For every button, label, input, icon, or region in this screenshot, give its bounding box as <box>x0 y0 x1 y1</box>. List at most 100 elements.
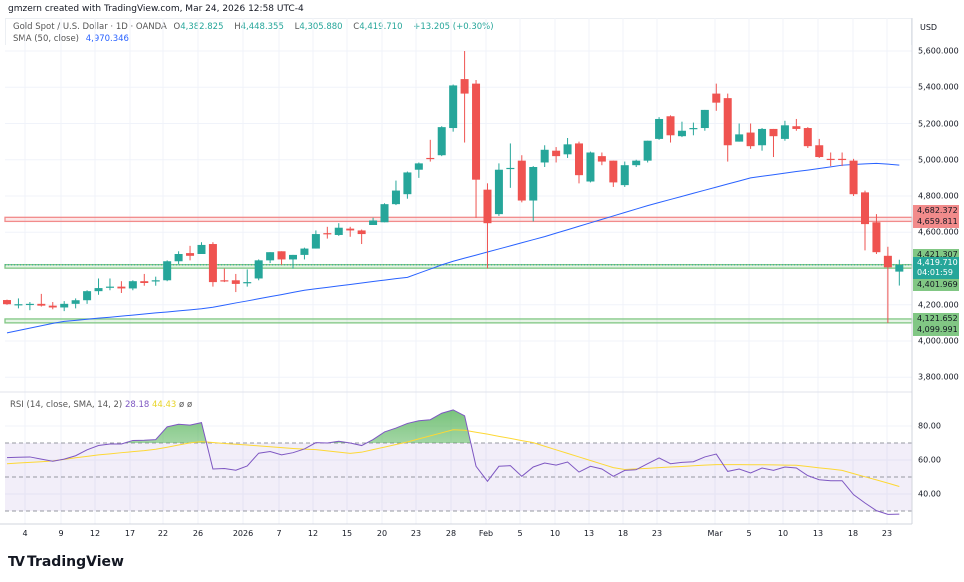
candle[interactable] <box>780 120 789 141</box>
candle[interactable] <box>117 281 126 293</box>
candle[interactable] <box>529 166 538 222</box>
candle[interactable] <box>220 268 229 283</box>
candle[interactable] <box>506 143 515 188</box>
candle[interactable] <box>300 247 309 260</box>
candle[interactable] <box>437 126 446 157</box>
candle[interactable] <box>815 138 824 158</box>
candle[interactable] <box>472 80 481 218</box>
candle[interactable] <box>483 183 492 269</box>
candle[interactable] <box>94 278 103 295</box>
candle[interactable] <box>105 278 114 291</box>
candle[interactable] <box>666 115 675 143</box>
candle[interactable] <box>792 118 801 131</box>
candle[interactable] <box>758 128 767 151</box>
candle[interactable] <box>163 260 172 282</box>
candle[interactable] <box>140 273 149 286</box>
candle[interactable] <box>735 123 744 142</box>
candle[interactable] <box>289 254 297 269</box>
time-axis-label: Feb <box>478 529 494 538</box>
candle[interactable] <box>769 128 778 158</box>
candle[interactable] <box>803 127 812 148</box>
time-axis-label: 13 <box>812 529 824 538</box>
candle[interactable] <box>174 251 183 264</box>
candle-body <box>323 233 332 235</box>
candle[interactable] <box>861 190 869 251</box>
candle[interactable] <box>3 299 11 305</box>
price-axis-label: 4,800.000 <box>918 191 959 201</box>
candle[interactable] <box>849 158 858 196</box>
candle[interactable] <box>346 226 355 237</box>
currency-label[interactable]: USD <box>920 23 938 32</box>
sma-legend-row[interactable]: SMA (50, close) 4,970.346 <box>13 34 133 44</box>
candle[interactable] <box>883 246 892 323</box>
candle[interactable] <box>357 229 366 245</box>
tradingview-logo[interactable]: TV TradingView <box>8 554 124 570</box>
candle[interactable] <box>128 280 137 291</box>
candle[interactable] <box>151 276 160 286</box>
candle[interactable] <box>277 251 286 265</box>
candle[interactable] <box>712 83 721 111</box>
candle[interactable] <box>334 223 343 236</box>
candle[interactable] <box>586 151 595 183</box>
candle[interactable] <box>460 51 469 143</box>
symbol-legend-row[interactable]: Gold Spot / U.S. Dollar · 1D · OANDA O4,… <box>13 22 498 32</box>
candle[interactable] <box>689 122 698 136</box>
candle[interactable] <box>655 117 664 140</box>
candle[interactable] <box>632 159 641 167</box>
candle[interactable] <box>872 214 881 254</box>
candle[interactable] <box>643 140 652 163</box>
candle-body <box>403 172 412 195</box>
candle[interactable] <box>266 252 275 264</box>
time-axis-label: 5 <box>517 529 523 538</box>
candle[interactable] <box>895 259 904 286</box>
candle[interactable] <box>403 171 412 199</box>
candle[interactable] <box>369 217 378 225</box>
candle[interactable] <box>620 161 629 187</box>
candle[interactable] <box>826 152 835 167</box>
candle[interactable] <box>414 162 423 178</box>
candle[interactable] <box>14 298 23 309</box>
candle[interactable] <box>575 141 583 184</box>
candle[interactable] <box>48 302 57 310</box>
candle[interactable] <box>723 93 732 162</box>
price-axis-label: 5,200.000 <box>918 119 959 128</box>
candle-body <box>151 280 160 282</box>
candle[interactable] <box>746 123 755 149</box>
candle[interactable] <box>494 163 503 216</box>
candle[interactable] <box>208 242 217 287</box>
candle[interactable] <box>597 152 606 166</box>
candle[interactable] <box>552 147 561 163</box>
candle-body <box>575 143 583 176</box>
candle[interactable] <box>426 139 435 162</box>
candle[interactable] <box>254 259 263 281</box>
candle-body <box>803 128 812 147</box>
candle[interactable] <box>231 273 240 293</box>
rsi-legend[interactable]: RSI (14, close, SMA, 14, 2) 28.18 44.43 … <box>10 400 192 410</box>
zone-red <box>4 216 913 223</box>
candle[interactable] <box>197 242 206 254</box>
candle[interactable] <box>677 121 686 138</box>
candle[interactable] <box>391 180 400 206</box>
candle[interactable] <box>37 293 46 307</box>
candle-body <box>712 93 721 103</box>
candle[interactable] <box>83 290 92 304</box>
candle[interactable] <box>60 301 69 312</box>
candle[interactable] <box>243 269 252 287</box>
candle-body <box>460 79 469 94</box>
candle-body <box>620 165 629 186</box>
candle[interactable] <box>71 298 80 309</box>
candle[interactable] <box>311 230 320 249</box>
candle[interactable] <box>449 84 458 132</box>
low-label: L <box>294 22 300 32</box>
candle[interactable] <box>700 109 709 131</box>
candle[interactable] <box>323 226 332 239</box>
candle[interactable] <box>25 302 34 311</box>
candle[interactable] <box>609 160 618 187</box>
candle[interactable] <box>563 138 572 158</box>
candle[interactable] <box>540 145 549 167</box>
candle[interactable] <box>517 155 526 203</box>
candle[interactable] <box>380 203 389 223</box>
candle[interactable] <box>838 152 847 167</box>
candle[interactable] <box>186 245 195 261</box>
